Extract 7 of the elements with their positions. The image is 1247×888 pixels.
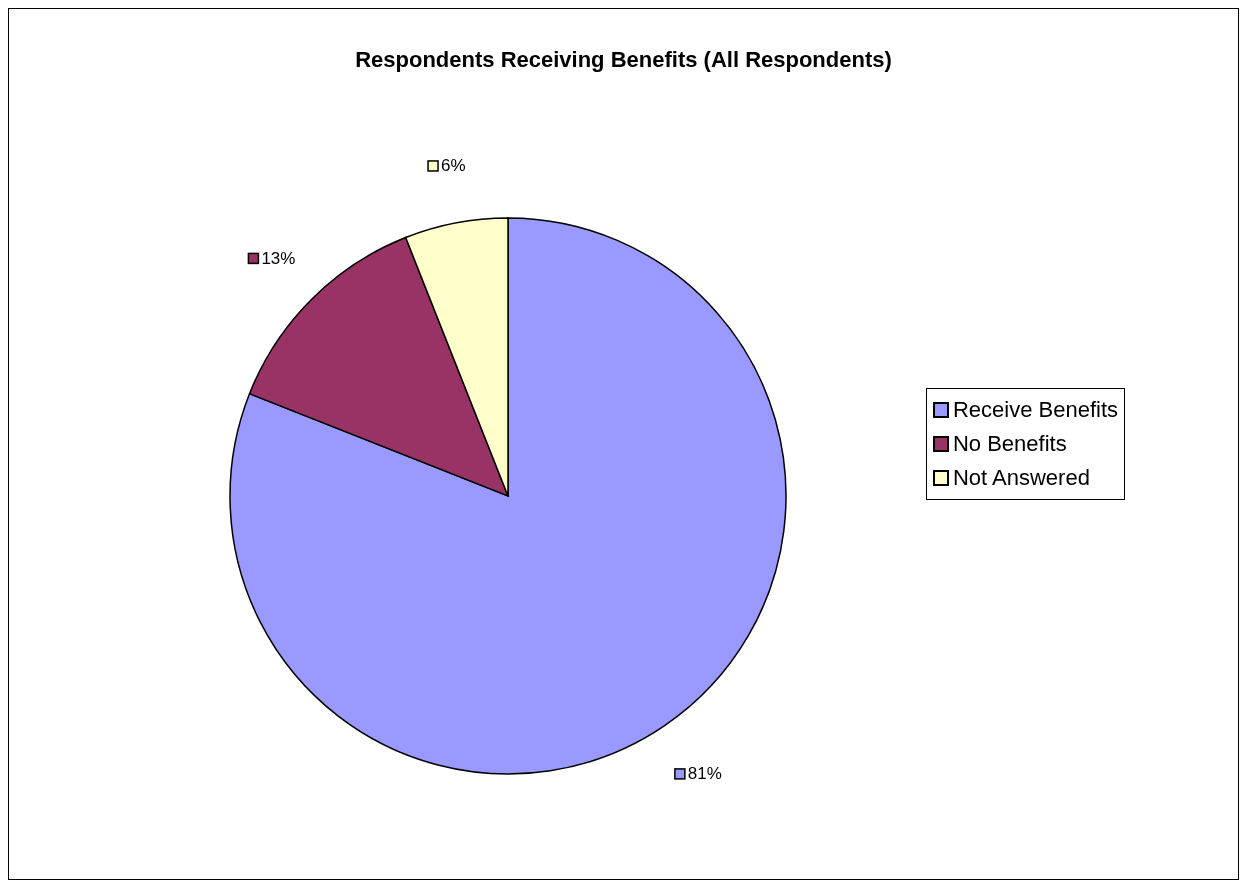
data-label: 6% — [441, 156, 466, 176]
legend-label: Receive Benefits — [952, 396, 1118, 424]
chart-title: Respondents Receiving Benefits (All Respondents) — [354, 47, 893, 73]
legend-label: No Benefits — [952, 430, 1067, 458]
data-label: 13% — [261, 248, 296, 268]
data-label: 81% — [687, 764, 722, 784]
legend-label: Not Answered — [952, 464, 1090, 492]
